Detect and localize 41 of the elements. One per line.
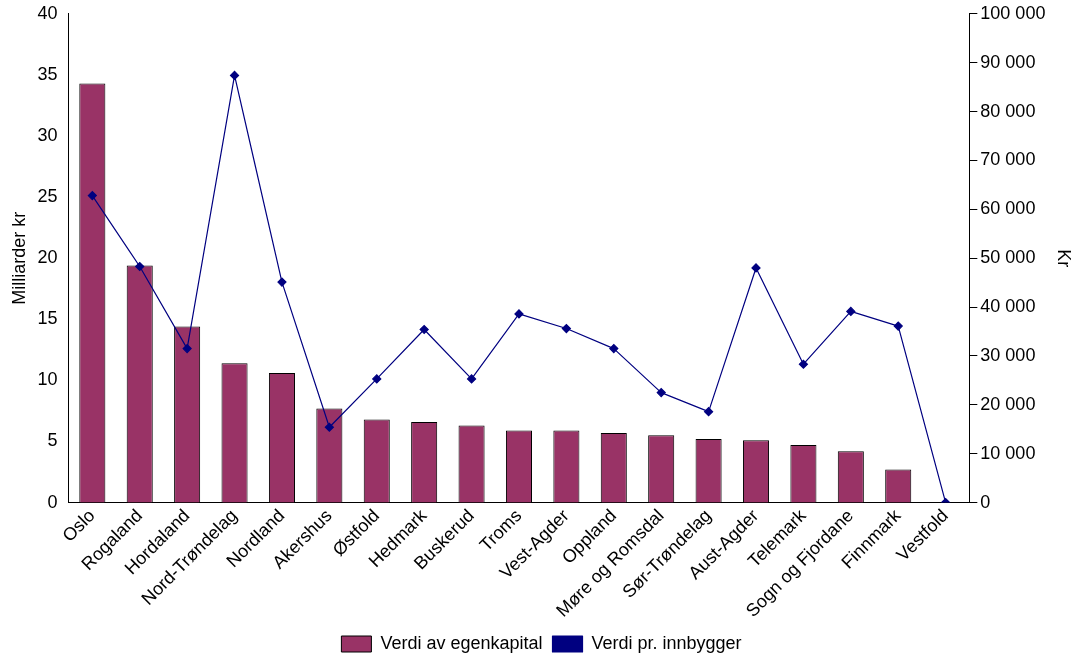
- y-tick-label: 25: [37, 186, 58, 207]
- y-tick-label: 20: [37, 247, 58, 268]
- y2-axis-title: Kr: [1054, 249, 1075, 268]
- point: [798, 359, 809, 369]
- point: [704, 407, 714, 417]
- y-axis-title: Milliarder kr: [8, 211, 29, 305]
- point: [609, 343, 619, 354]
- y-tick-label: 10: [37, 369, 58, 390]
- y2-tick-label: 0: [980, 491, 991, 512]
- y-tick-label: 30: [37, 124, 58, 145]
- point: [893, 321, 903, 331]
- point: [846, 306, 856, 317]
- y-tick-label: 0: [47, 491, 58, 512]
- point: [87, 191, 97, 201]
- y2-tick-label: 20 000: [980, 393, 1036, 414]
- y2-tick-label: 80 000: [980, 100, 1036, 121]
- point: [419, 324, 429, 335]
- point: [656, 387, 666, 398]
- y-tick-label: 5: [47, 430, 58, 451]
- y2-tick-label: 100 000: [980, 2, 1046, 23]
- y2-tick-label: 10 000: [980, 442, 1036, 463]
- point: [229, 70, 240, 80]
- legend-label: Verdi av egenkapital: [380, 632, 543, 653]
- y-tick-label: 35: [37, 63, 58, 84]
- y2-tick-label: 30 000: [980, 344, 1036, 365]
- point: [182, 343, 192, 354]
- y2-tick-label: 70 000: [980, 149, 1036, 170]
- y2-tick-label: 90 000: [980, 51, 1036, 72]
- y2-tick-label: 50 000: [980, 247, 1036, 268]
- point: [277, 277, 287, 287]
- y-tick-label: 40: [37, 2, 58, 23]
- point: [372, 374, 382, 384]
- point: [561, 323, 571, 334]
- y-tick-label: 15: [37, 308, 58, 329]
- legend-label: Verdi pr. innbygger: [591, 632, 742, 653]
- y2-tick-label: 40 000: [980, 296, 1036, 317]
- point: [135, 261, 145, 272]
- point: [466, 374, 477, 384]
- point: [514, 309, 524, 319]
- point: [324, 422, 334, 432]
- y2-tick-label: 60 000: [980, 198, 1036, 219]
